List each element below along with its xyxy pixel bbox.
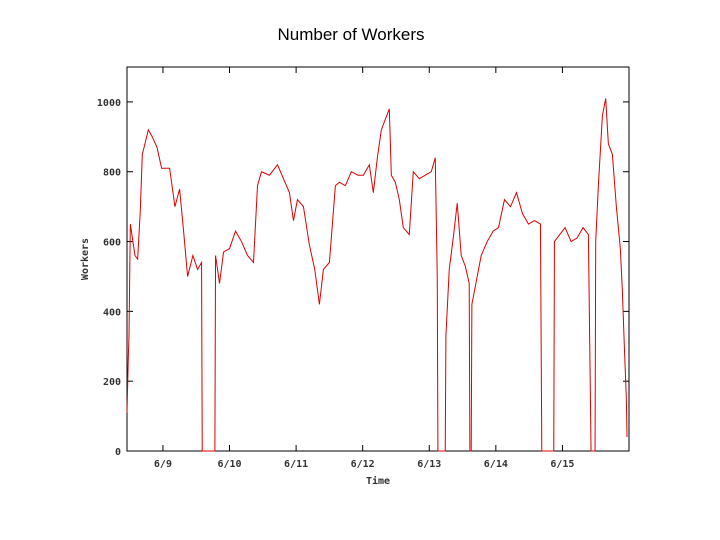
x-tick-label: 6/10 [217, 459, 241, 470]
y-axis-label: Workers [80, 238, 91, 280]
y-tick-label: 800 [103, 168, 121, 179]
x-tick-label: 6/15 [550, 459, 574, 470]
y-tick-label: 0 [115, 447, 121, 458]
y-tick-label: 1000 [97, 98, 121, 109]
x-axis-label: Time [366, 475, 390, 487]
data-line [126, 98, 628, 452]
x-tick-label: 6/9 [154, 459, 172, 470]
chart-title: Number of Workers [277, 25, 424, 44]
y-tick-label: 200 [103, 377, 121, 388]
x-tick-label: 6/11 [284, 459, 308, 470]
x-tick-label: 6/13 [417, 459, 441, 470]
plot-border [126, 66, 630, 452]
x-tick-label: 6/12 [351, 459, 375, 470]
y-tick-label: 400 [103, 307, 121, 318]
x-tick-label: 6/14 [484, 459, 508, 470]
y-tick-label: 600 [103, 238, 121, 249]
